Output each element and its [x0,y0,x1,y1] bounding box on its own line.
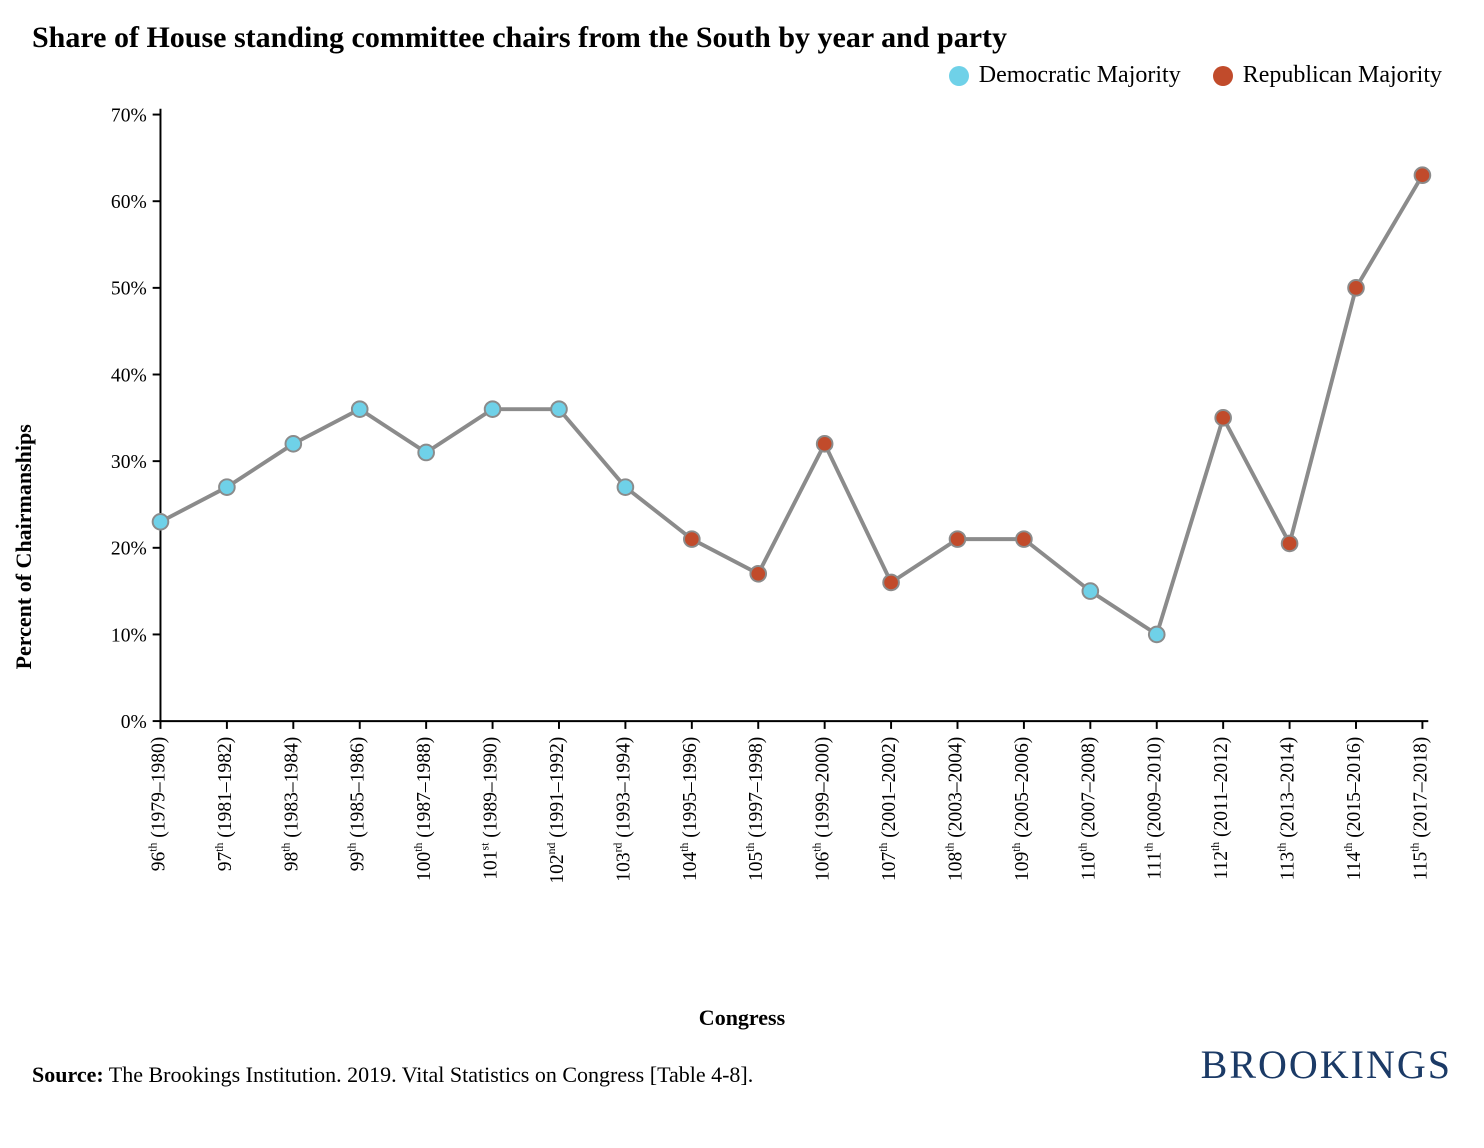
svg-text:107th (2001–2002): 107th (2001–2002) [877,737,900,881]
data-point [485,401,501,417]
y-tick-label: 40% [111,365,147,386]
legend: Democratic Majority Republican Majority [32,62,1442,89]
y-axis-label: Percent of Chairmanships [11,424,37,669]
x-tick-label: 105th (1997–1998) [744,737,767,881]
x-tick-label: 101st (1989–1990) [479,737,502,880]
data-point [219,479,235,495]
legend-item-democratic: Democratic Majority [949,62,1181,89]
data-point [618,479,634,495]
svg-text:109th (2005–2006): 109th (2005–2006) [1010,737,1033,881]
data-point [817,436,833,452]
brand-logo: BROOKINGS [1201,1041,1452,1088]
data-point [950,531,966,547]
footer: Source: The Brookings Institution. 2019.… [32,1041,1452,1088]
svg-text:96th (1979–1980): 96th (1979–1980) [147,737,170,872]
chart-area: Percent of Chairmanships 0%10%20%30%40%5… [32,95,1452,1035]
svg-text:97th (1981–1982): 97th (1981–1982) [213,737,236,872]
svg-text:115th (2017–2018): 115th (2017–2018) [1409,737,1432,881]
svg-text:98th (1983–1984): 98th (1983–1984) [280,737,303,872]
x-tick-label: 115th (2017–2018) [1409,737,1432,881]
data-point [1415,167,1431,183]
x-tick-label: 107th (2001–2002) [877,737,900,881]
x-tick-label: 113th (2013–2014) [1276,737,1299,881]
data-point [153,514,169,530]
legend-label-republican: Republican Majority [1243,62,1442,89]
svg-text:114th (2015–2016): 114th (2015–2016) [1342,737,1365,881]
y-tick-label: 70% [111,105,147,126]
svg-text:113th (2013–2014): 113th (2013–2014) [1276,737,1299,881]
legend-swatch-republican [1213,66,1233,86]
y-tick-label: 20% [111,539,147,560]
x-tick-label: 103rd (1993–1994) [612,737,635,882]
data-point [352,401,368,417]
svg-text:111th (2009–2010): 111th (2009–2010) [1143,737,1166,880]
x-tick-label: 100th (1987–1988) [412,737,435,881]
data-point [1348,280,1364,296]
svg-text:100th (1987–1988): 100th (1987–1988) [412,737,435,881]
x-tick-label: 108th (2003–2004) [944,737,967,881]
x-tick-label: 109th (2005–2006) [1010,737,1033,881]
series-line [160,175,1422,634]
source-text: The Brookings Institution. 2019. Vital S… [104,1062,754,1087]
data-point [1149,627,1165,643]
legend-swatch-democratic [949,66,969,86]
data-point [551,401,567,417]
data-point [684,531,700,547]
data-point [1016,531,1032,547]
svg-text:103rd (1993–1994): 103rd (1993–1994) [612,737,635,882]
svg-text:104th (1995–1996): 104th (1995–1996) [678,737,701,881]
source-line: Source: The Brookings Institution. 2019.… [32,1062,753,1088]
x-tick-label: 114th (2015–2016) [1342,737,1365,881]
x-tick-label: 110th (2007–2008) [1077,737,1100,881]
y-tick-label: 60% [111,192,147,213]
svg-text:110th (2007–2008): 110th (2007–2008) [1077,737,1100,881]
y-tick-label: 0% [121,712,147,733]
legend-item-republican: Republican Majority [1213,62,1442,89]
x-tick-label: 102nd (1991–1992) [545,737,568,884]
x-tick-label: 99th (1985–1986) [346,737,369,872]
x-tick-label: 98th (1983–1984) [280,737,303,872]
chart-svg: 0% 10% 20% 30% 40% 50% 60% 70% 96th (1979–1980) 9… [92,95,1442,1015]
x-tick-label: 97th (1981–1982) [213,737,236,872]
chart-title: Share of House standing committee chairs… [32,20,1452,56]
svg-text:105th (1997–1998): 105th (1997–1998) [744,737,767,881]
svg-text:99th (1985–1986): 99th (1985–1986) [346,737,369,872]
chart-figure: Share of House standing committee chairs… [0,0,1484,1148]
y-tick-label: 30% [111,452,147,473]
y-tick-label: 50% [111,279,147,300]
data-point [883,575,899,591]
x-tick-label: 104th (1995–1996) [678,737,701,881]
source-label: Source: [32,1062,104,1087]
svg-text:108th (2003–2004): 108th (2003–2004) [944,737,967,881]
x-tick-label: 106th (1999–2000) [811,737,834,881]
x-tick-label: 96th (1979–1980) [147,737,170,872]
data-point [285,436,301,452]
data-point [418,445,434,461]
data-point [1215,410,1231,426]
legend-label-democratic: Democratic Majority [979,62,1181,89]
x-tick-label: 111th (2009–2010) [1143,737,1166,880]
data-point [1083,583,1099,599]
svg-text:112th (2011–2012): 112th (2011–2012) [1209,737,1232,880]
svg-text:101st (1989–1990): 101st (1989–1990) [479,737,502,880]
data-point [1282,536,1298,552]
svg-text:106th (1999–2000): 106th (1999–2000) [811,737,834,881]
svg-text:102nd (1991–1992): 102nd (1991–1992) [545,737,568,884]
x-axis-label: Congress [699,1005,785,1031]
x-tick-label: 112th (2011–2012) [1209,737,1232,880]
y-tick-label: 10% [111,625,147,646]
data-point [750,566,766,582]
